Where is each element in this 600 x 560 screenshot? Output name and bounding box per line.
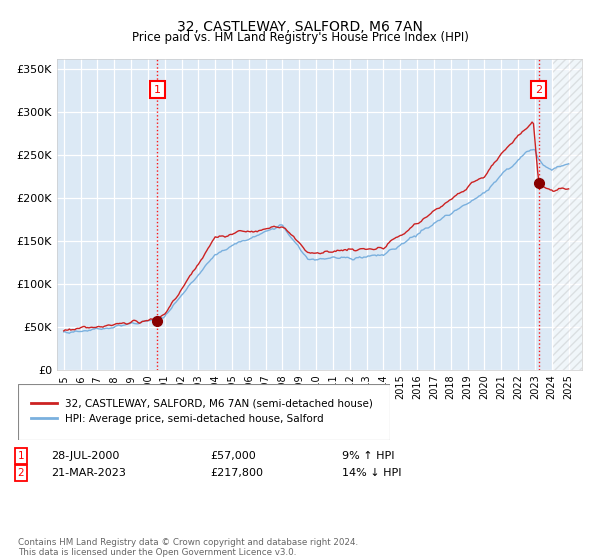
Text: 2: 2 (17, 468, 25, 478)
Text: 9% ↑ HPI: 9% ↑ HPI (342, 451, 395, 461)
Legend: 32, CASTLEWAY, SALFORD, M6 7AN (semi-detached house), HPI: Average price, semi-d: 32, CASTLEWAY, SALFORD, M6 7AN (semi-det… (27, 395, 377, 428)
Text: 1: 1 (154, 85, 161, 95)
Text: 21-MAR-2023: 21-MAR-2023 (51, 468, 126, 478)
Text: Price paid vs. HM Land Registry's House Price Index (HPI): Price paid vs. HM Land Registry's House … (131, 31, 469, 44)
Text: Contains HM Land Registry data © Crown copyright and database right 2024.
This d: Contains HM Land Registry data © Crown c… (18, 538, 358, 557)
FancyBboxPatch shape (18, 384, 390, 440)
Bar (553, 59, 582, 370)
Text: 1: 1 (17, 451, 25, 461)
Text: 14% ↓ HPI: 14% ↓ HPI (342, 468, 401, 478)
Text: 2: 2 (535, 85, 542, 95)
Text: 28-JUL-2000: 28-JUL-2000 (51, 451, 119, 461)
Text: £57,000: £57,000 (210, 451, 256, 461)
Bar (553, 59, 582, 370)
Text: £217,800: £217,800 (210, 468, 263, 478)
Text: 32, CASTLEWAY, SALFORD, M6 7AN: 32, CASTLEWAY, SALFORD, M6 7AN (177, 20, 423, 34)
